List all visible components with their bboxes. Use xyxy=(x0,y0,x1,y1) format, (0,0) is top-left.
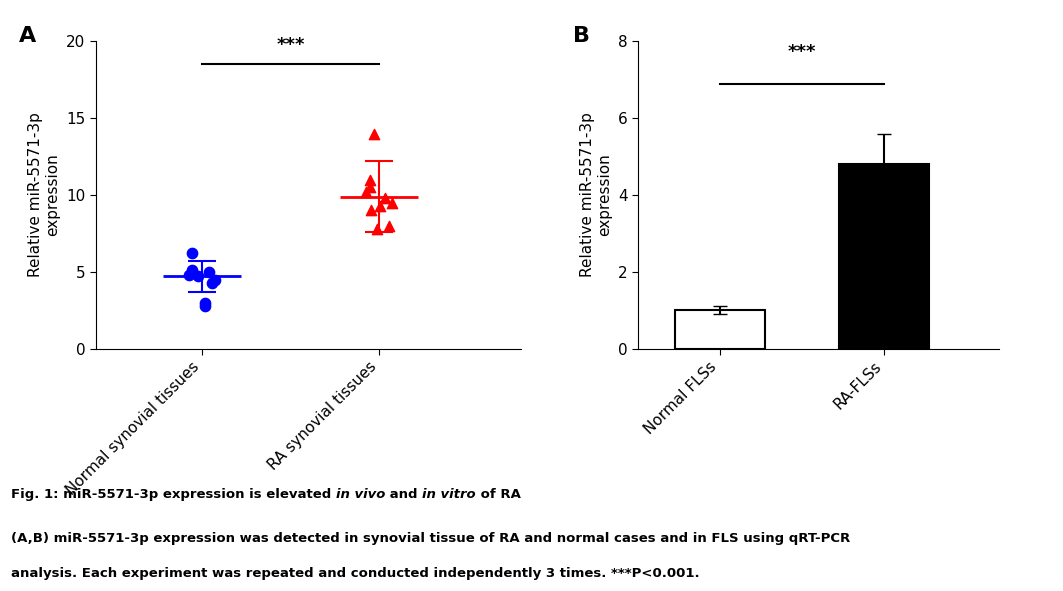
Point xyxy=(376,193,393,203)
Point xyxy=(365,129,382,138)
Text: in vivo: in vivo xyxy=(336,488,385,501)
Text: analysis. Each experiment was repeated and conducted independently 3 times. ***P: analysis. Each experiment was repeated a… xyxy=(11,567,699,580)
Text: ***: *** xyxy=(276,35,305,54)
Y-axis label: Relative miR-5571-3p
expression: Relative miR-5571-3p expression xyxy=(579,113,612,277)
Text: B: B xyxy=(573,26,590,46)
Text: A: A xyxy=(19,26,36,46)
Text: ***: *** xyxy=(788,43,816,61)
Text: Fig. 1: miR-5571-3p expression is elevated: Fig. 1: miR-5571-3p expression is elevat… xyxy=(11,488,336,501)
Point xyxy=(197,301,214,310)
Point xyxy=(357,187,374,197)
Point xyxy=(197,298,214,307)
Text: of RA: of RA xyxy=(475,488,521,501)
Point xyxy=(184,265,201,275)
Point xyxy=(204,278,221,287)
Point xyxy=(362,206,379,215)
Text: (A,B) miR-5571-3p expression was detected in synovial tissue of RA and normal ca: (A,B) miR-5571-3p expression was detecte… xyxy=(11,532,850,545)
Point xyxy=(206,275,223,284)
Point xyxy=(381,221,398,230)
Point xyxy=(184,249,201,258)
Point xyxy=(371,201,388,210)
Point xyxy=(181,270,198,280)
Text: in vitro: in vitro xyxy=(422,488,475,501)
Bar xyxy=(675,310,765,349)
Bar xyxy=(839,164,929,349)
Point xyxy=(361,183,378,192)
Point xyxy=(384,198,401,207)
Y-axis label: Relative miR-5571-3p
expression: Relative miR-5571-3p expression xyxy=(28,113,61,277)
Point xyxy=(190,272,207,281)
Point xyxy=(200,267,217,277)
Point xyxy=(369,224,386,233)
Text: and: and xyxy=(385,488,422,501)
Point xyxy=(361,175,378,184)
